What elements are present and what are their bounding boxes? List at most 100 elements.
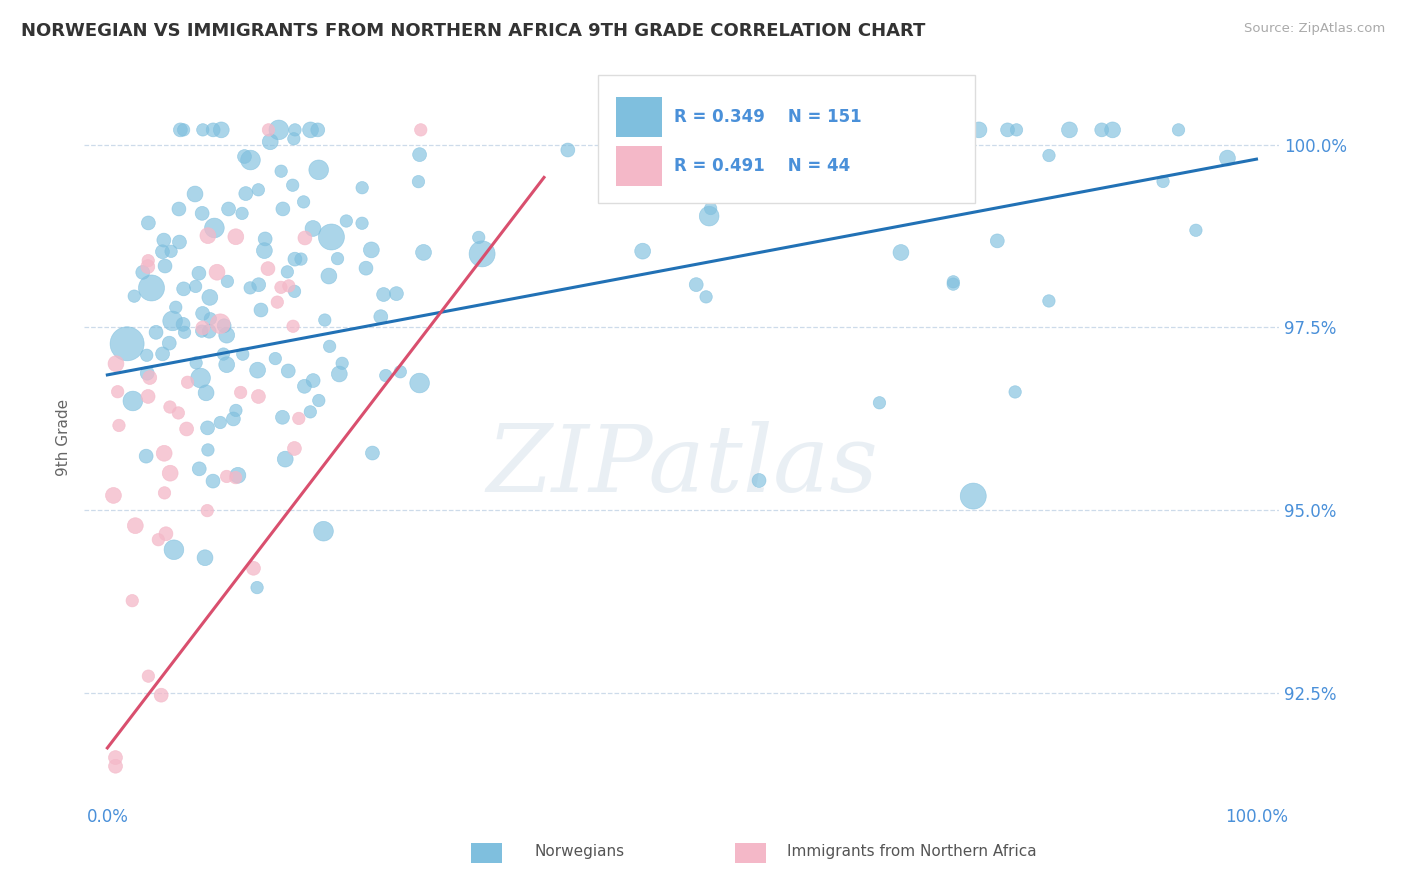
Point xyxy=(271,202,294,216)
Point xyxy=(389,365,412,379)
Point xyxy=(104,750,127,764)
Point xyxy=(229,385,252,400)
Point xyxy=(225,470,247,484)
Point xyxy=(194,550,217,565)
Point xyxy=(195,503,218,517)
Point xyxy=(360,243,382,257)
Text: NORWEGIAN VS IMMIGRANTS FROM NORTHERN AFRICA 9TH GRADE CORRELATION CHART: NORWEGIAN VS IMMIGRANTS FROM NORTHERN AF… xyxy=(21,22,925,40)
Point xyxy=(157,336,180,351)
Point xyxy=(136,366,159,380)
Point xyxy=(1091,123,1114,137)
Point xyxy=(215,358,238,372)
Point xyxy=(138,216,160,230)
Point xyxy=(1101,123,1123,137)
Point xyxy=(141,281,163,295)
Point xyxy=(169,123,191,137)
Point xyxy=(354,261,377,276)
Point xyxy=(172,318,194,332)
Point xyxy=(352,216,374,230)
Point xyxy=(173,282,195,296)
Point xyxy=(839,161,862,176)
Point xyxy=(890,245,912,260)
Point xyxy=(328,367,350,381)
Point xyxy=(373,287,395,301)
Point xyxy=(246,581,269,595)
Point xyxy=(967,123,990,137)
Point xyxy=(1004,384,1026,399)
Text: R = 0.349    N = 151: R = 0.349 N = 151 xyxy=(673,108,860,126)
Point xyxy=(153,233,176,247)
Point xyxy=(695,290,717,304)
Point xyxy=(254,232,277,246)
Point xyxy=(188,462,211,476)
Point xyxy=(697,209,720,223)
Point xyxy=(163,542,186,557)
Point xyxy=(1038,293,1060,308)
Point xyxy=(104,357,127,371)
Point xyxy=(326,252,349,266)
Text: Source: ZipAtlas.com: Source: ZipAtlas.com xyxy=(1244,22,1385,36)
Point xyxy=(212,347,235,361)
Point xyxy=(294,231,316,245)
Point xyxy=(270,164,292,178)
Point xyxy=(121,394,143,409)
Point xyxy=(135,348,157,362)
Point xyxy=(408,175,430,189)
Point xyxy=(250,303,273,318)
Point xyxy=(835,123,858,137)
Point xyxy=(233,149,256,163)
Point xyxy=(299,123,322,137)
Point xyxy=(155,526,177,541)
Point xyxy=(247,277,270,292)
Point xyxy=(409,123,432,137)
Point xyxy=(361,446,384,460)
Point xyxy=(201,474,224,488)
Point xyxy=(135,449,157,463)
Point xyxy=(1216,151,1239,165)
Point xyxy=(108,418,131,433)
Point xyxy=(184,186,207,201)
Point xyxy=(299,405,322,419)
Point xyxy=(312,524,335,539)
Point xyxy=(271,410,294,425)
Point xyxy=(198,290,221,304)
Point xyxy=(205,265,228,279)
Point xyxy=(408,147,430,161)
Bar xyxy=(616,146,662,186)
Point xyxy=(232,347,254,361)
Point xyxy=(290,252,312,266)
Point xyxy=(167,406,190,420)
Point xyxy=(173,123,195,137)
Point xyxy=(145,326,167,340)
Point xyxy=(176,422,198,436)
Point xyxy=(222,412,245,426)
Point xyxy=(124,518,146,533)
Point xyxy=(132,265,155,279)
Point xyxy=(197,442,219,457)
Point xyxy=(187,266,209,280)
Point xyxy=(239,281,262,295)
Point xyxy=(176,376,198,390)
Point xyxy=(370,310,392,324)
Point xyxy=(942,275,965,289)
Point xyxy=(191,306,214,320)
Point xyxy=(200,311,222,326)
Point xyxy=(215,469,238,483)
Point xyxy=(152,347,174,361)
Point xyxy=(184,279,207,293)
Point xyxy=(160,244,183,259)
Point xyxy=(748,474,770,488)
Point xyxy=(834,188,856,202)
Point xyxy=(209,123,232,137)
Point xyxy=(191,123,214,137)
Point xyxy=(136,389,159,403)
Point xyxy=(374,368,396,383)
Point xyxy=(136,253,159,268)
Point xyxy=(153,486,176,500)
Point xyxy=(631,244,654,259)
Point xyxy=(153,446,176,460)
Point xyxy=(869,396,891,410)
Point xyxy=(242,561,264,575)
Text: Norwegians: Norwegians xyxy=(534,845,624,859)
Point xyxy=(153,259,176,273)
